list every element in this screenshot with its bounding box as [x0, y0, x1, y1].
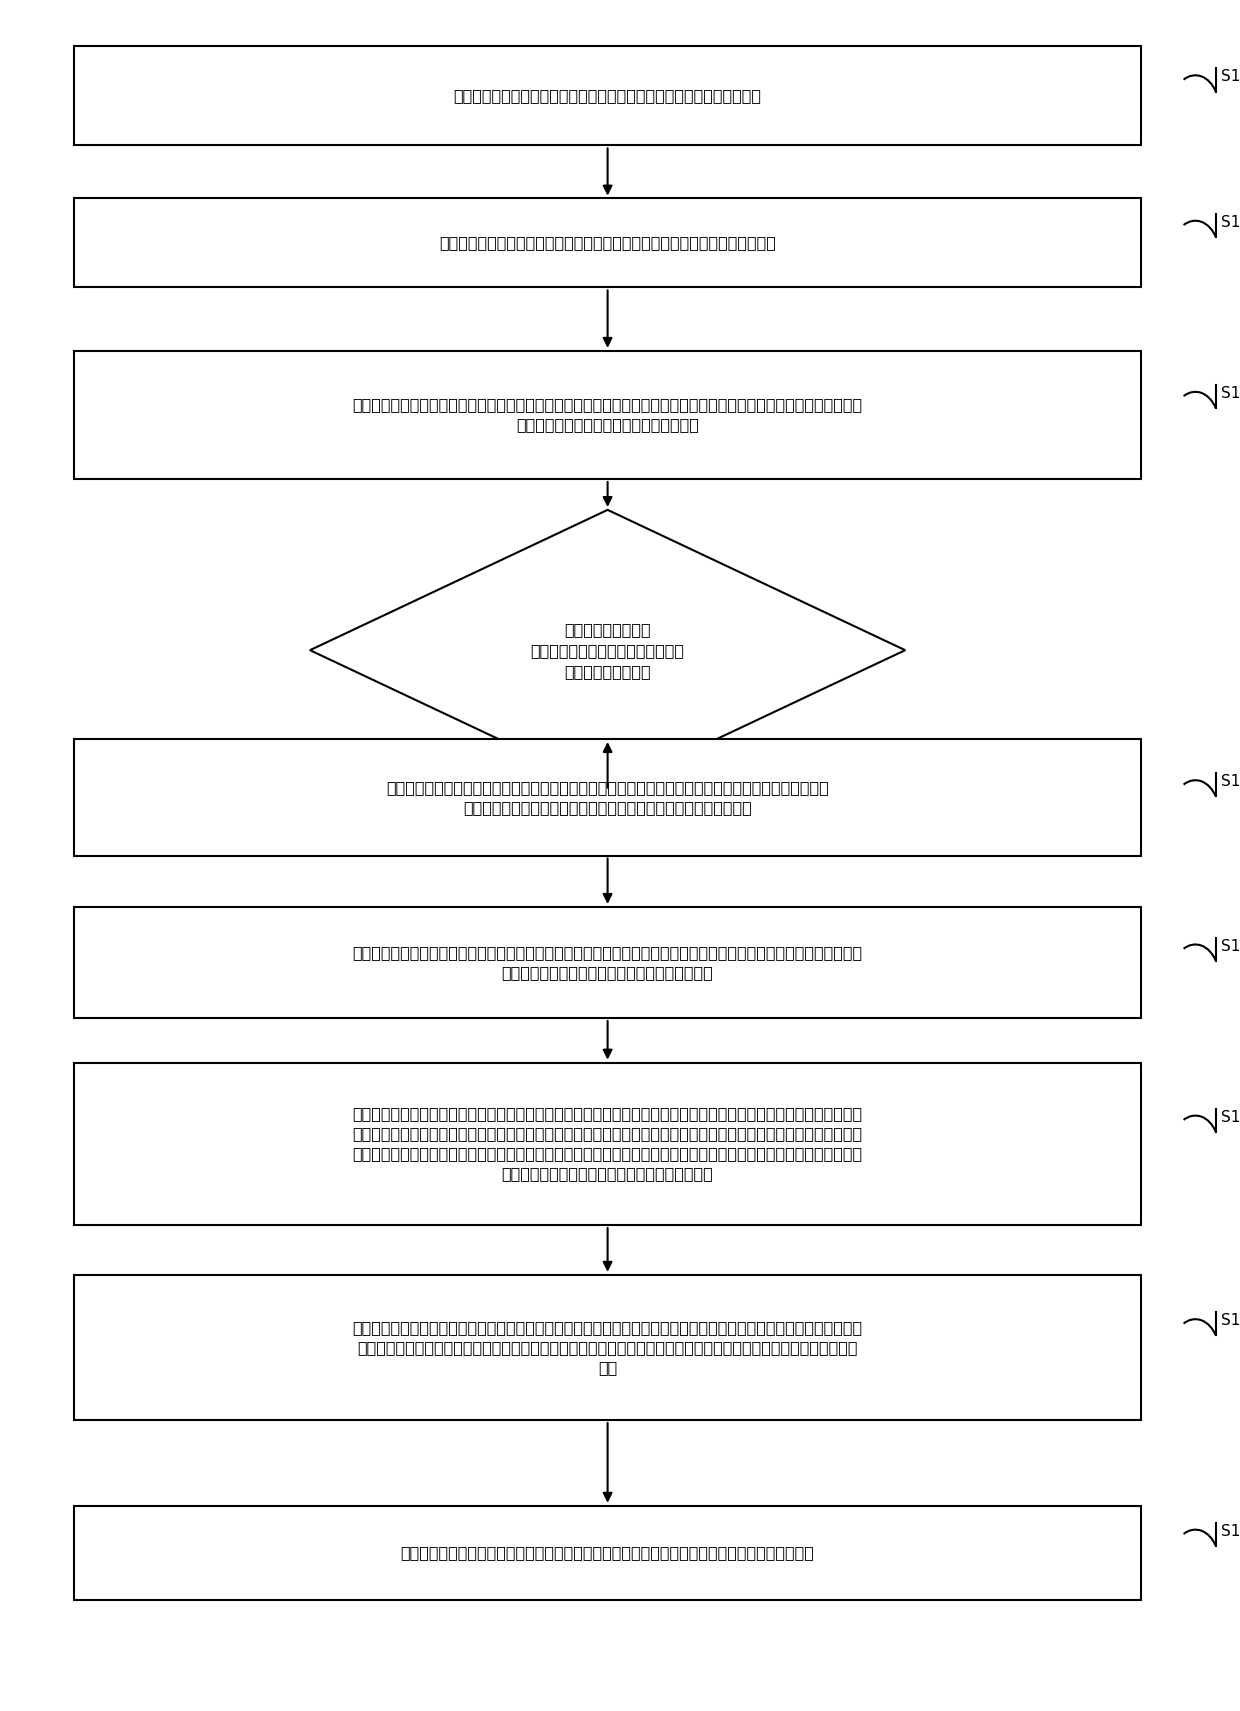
Text: 根据所述无人机目标的运动轨迹的方程和激光武器的有效打击范围的方程，计算相应的所述无人机目标的运动轨迹和所述
激光武器的有效打击范围的交点位置信息；: 根据所述无人机目标的运动轨迹的方程和激光武器的有效打击范围的方程，计算相应的所述…	[352, 397, 863, 433]
Text: S150: S150	[1220, 1110, 1240, 1124]
Text: S180: S180	[1220, 775, 1240, 789]
Text: S110: S110	[1220, 70, 1240, 84]
FancyBboxPatch shape	[74, 198, 1141, 287]
Text: 判断所述无人机目标
的当前位置是否位于所述激光武器的
有效打击范围之内？: 判断所述无人机目标 的当前位置是否位于所述激光武器的 有效打击范围之内？	[531, 621, 684, 679]
Text: 获取异构无人机中各无人机目标的运动轨迹上的至少两个点的位置信息；: 获取异构无人机中各无人机目标的运动轨迹上的至少两个点的位置信息；	[454, 89, 761, 103]
Text: 根据所述交点位置信息和相应的所述无人机目标的被探测到的时刻及被探测到时的速度，计算所述无人机
目标进入所述有效打击范围的时刻及离开所述有效打击范围的时刻；: 根据所述交点位置信息和相应的所述无人机目标的被探测到的时刻及被探测到时的速度，计…	[386, 780, 830, 814]
FancyBboxPatch shape	[74, 46, 1141, 145]
FancyBboxPatch shape	[74, 1275, 1141, 1420]
Text: 依据打击效益最大化的原则，根据进入所述有效打击范围的时刻、离开所述有效打击范围的时刻、及各所述无人机目标的
被打击所需时间，通过两两进行分配优先性比较的方式依次: 依据打击效益最大化的原则，根据进入所述有效打击范围的时刻、离开所述有效打击范围的…	[352, 1321, 863, 1374]
Text: 根据各所述无人机目标的被打击顺序及打击时间窗口给所述激光武器分配打击异构无人机的任务。: 根据各所述无人机目标的被打击顺序及打击时间窗口给所述激光武器分配打击异构无人机的…	[401, 1545, 815, 1560]
FancyBboxPatch shape	[74, 1506, 1141, 1600]
Text: S160: S160	[1220, 1314, 1240, 1328]
FancyBboxPatch shape	[74, 907, 1141, 1018]
Text: S170: S170	[1220, 1525, 1240, 1538]
Text: 根据所述至少两个点的位置信息确定相应的所述无人机目标的运动轨迹的方程；: 根据所述至少两个点的位置信息确定相应的所述无人机目标的运动轨迹的方程；	[439, 236, 776, 250]
Polygon shape	[310, 510, 905, 790]
Text: S120: S120	[1220, 216, 1240, 229]
FancyBboxPatch shape	[74, 351, 1141, 479]
Text: 根据所述交点位置信息和相应的所述无人机目标的被探测到的时刻及被探测到时的速度，计算所述无人机目标进入所述有
效打击范围的时刻及离开所述有效打击范围的时刻: 根据所述交点位置信息和相应的所述无人机目标的被探测到的时刻及被探测到时的速度，计…	[352, 944, 863, 980]
Text: 根据各所述无人机目标进入所述有效打击范围的时刻对各所述无人机目标按从早到晚的顺序进行排序，对于进入所述有效
打击范围的时刻相同的各所述无人机目标，进一步根据离开: 根据各所述无人机目标进入所述有效打击范围的时刻对各所述无人机目标按从早到晚的顺序…	[352, 1107, 863, 1181]
Text: S130: S130	[1220, 387, 1240, 400]
FancyBboxPatch shape	[74, 739, 1141, 856]
Text: S140: S140	[1220, 939, 1240, 953]
FancyBboxPatch shape	[74, 1063, 1141, 1225]
